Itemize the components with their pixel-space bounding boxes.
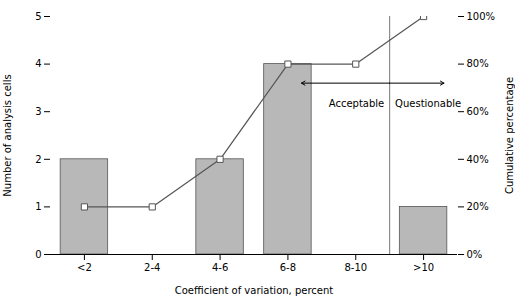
svg-text:6-8: 6-8	[280, 262, 296, 273]
svg-text:1: 1	[35, 201, 41, 212]
svg-text:Coefficient of variation, perc: Coefficient of variation, percent	[175, 285, 334, 296]
svg-text:60%: 60%	[467, 106, 489, 117]
svg-text:4-6: 4-6	[212, 262, 228, 273]
svg-text:40%: 40%	[467, 154, 489, 165]
svg-text:Number of analysis cells: Number of analysis cells	[2, 74, 13, 196]
svg-text:4: 4	[35, 58, 41, 69]
svg-text:Acceptable: Acceptable	[329, 98, 385, 109]
svg-text:80%: 80%	[467, 58, 489, 69]
svg-text:>10: >10	[413, 262, 434, 273]
svg-text:<2: <2	[77, 262, 92, 273]
svg-text:20%: 20%	[467, 201, 489, 212]
svg-text:100%: 100%	[467, 11, 496, 22]
svg-text:0%: 0%	[467, 249, 483, 260]
svg-text:5: 5	[35, 11, 41, 22]
svg-text:0: 0	[35, 249, 41, 260]
svg-text:Questionable: Questionable	[395, 98, 461, 109]
svg-text:3: 3	[35, 106, 41, 117]
svg-text:2: 2	[35, 154, 41, 165]
svg-text:Cumulative percentage: Cumulative percentage	[504, 77, 515, 194]
svg-text:2-4: 2-4	[144, 262, 160, 273]
svg-text:8-10: 8-10	[344, 262, 367, 273]
